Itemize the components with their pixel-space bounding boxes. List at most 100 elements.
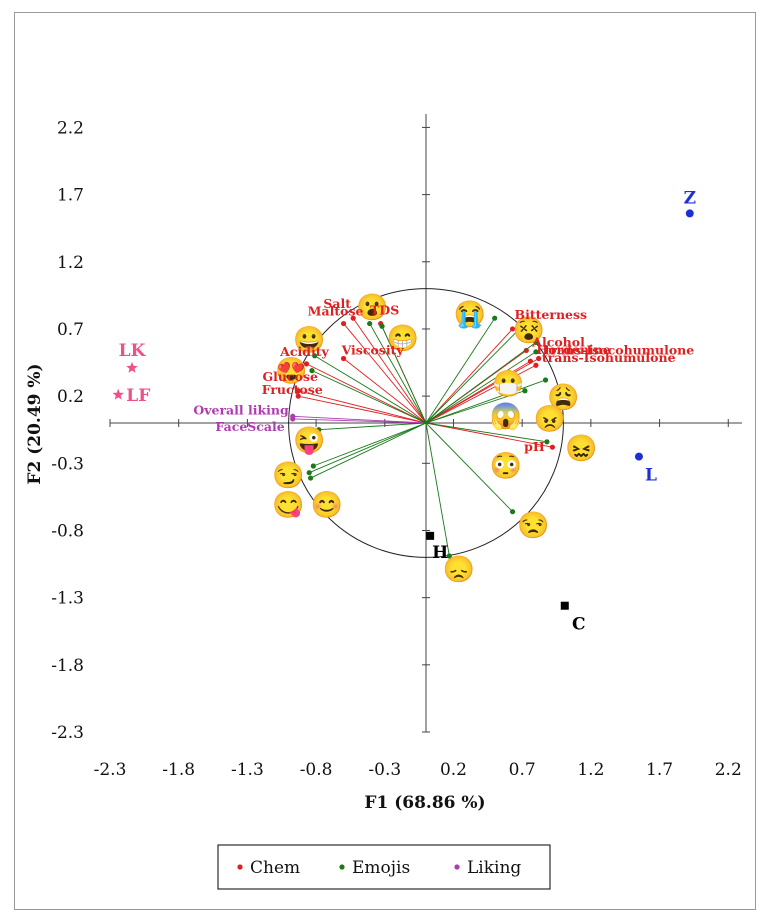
vector-point-chem-10 xyxy=(536,355,542,362)
variable-label-trans-isohumulone: trans-Isohumulone xyxy=(542,350,676,365)
x-tick-label-4: -0.3 xyxy=(368,760,401,780)
vector-chem-1 xyxy=(343,323,427,424)
observation-lk-marker xyxy=(126,361,138,373)
vector-emojis-29 xyxy=(425,422,547,443)
legend-marker-liking xyxy=(454,864,460,870)
vector-point-chem-6 xyxy=(295,393,301,399)
x-axis-title: F1 (68.86 %) xyxy=(364,793,485,813)
vector-point-emojis-21 xyxy=(306,470,312,476)
legend: Chem Emojis Liking xyxy=(217,844,551,890)
vector-emojis-19 xyxy=(318,422,427,431)
vector-point-chem-3 xyxy=(340,355,347,362)
vector-point-chem-11 xyxy=(533,362,539,368)
y-tick-label-0: 2.2 xyxy=(57,118,84,138)
y-tick-label-7: -1.3 xyxy=(51,589,84,609)
variable-label-maltose: Maltose xyxy=(308,304,364,319)
variable-label-hordenine: Hordenine xyxy=(536,342,610,357)
vector-emojis-15 xyxy=(369,323,427,424)
winking-tongue-icon: 😜 xyxy=(293,426,325,456)
yum-face-icon: 😋 xyxy=(272,491,304,521)
variable-vectors-layer xyxy=(290,315,556,559)
ticks-layer: -2.3 -1.8 -1.3 -0.8 -0.3 0.2 0.7 1.2 1.7 2.2 2.2 1.… xyxy=(51,118,742,780)
beaming-face-icon: 😁 xyxy=(386,324,418,354)
vector-point-emojis-22 xyxy=(307,475,314,481)
vector-point-emojis-15 xyxy=(367,320,373,327)
variable-label-glucose: Glucose xyxy=(262,369,317,384)
variable-label-trans-isocohumulone: trans-Isocohumulone xyxy=(545,343,695,358)
smirking-face-icon: 😏 xyxy=(272,461,304,491)
observation-z-label: Z xyxy=(684,188,696,208)
vector-point-emojis-28 xyxy=(542,377,549,383)
legend-label-emojis: Emojis xyxy=(352,858,410,878)
vector-point-emojis-31 xyxy=(446,553,452,559)
vector-point-emojis-23 xyxy=(492,315,498,321)
emoji-layer: 😮 😀 😁 😍 😜 😏😋 😊 😭 😵 😷 😩 😱 😠😖 😳 😒 😞 xyxy=(272,293,597,585)
observation-lf-marker xyxy=(112,388,124,400)
y-tick-label-2: 1.2 xyxy=(57,253,84,273)
y-tick-label-6: -0.8 xyxy=(51,521,84,541)
vector-emojis-28 xyxy=(425,379,546,424)
legend-items: Chem Emojis Liking xyxy=(237,858,521,878)
vector-chem-11 xyxy=(425,364,537,424)
vector-liking-14 xyxy=(292,418,427,424)
smiling-face-icon: 😊 xyxy=(311,491,343,521)
vector-point-emojis-19 xyxy=(316,427,322,433)
variable-label-tds: TDS xyxy=(370,303,399,318)
vector-point-liking-14 xyxy=(290,416,296,422)
legend-label-liking: Liking xyxy=(467,858,521,878)
y-tick-label-4: 0.2 xyxy=(57,387,84,407)
y-tick-label-1: 1.7 xyxy=(57,186,84,206)
vector-point-chem-5 xyxy=(295,388,301,394)
dizzy-face-icon: 😵 xyxy=(513,316,545,346)
observation-h-marker xyxy=(426,531,435,540)
vector-chem-0 xyxy=(352,317,427,424)
variable-label-fructose: Fructose xyxy=(262,382,323,397)
x-tick-label-1: -1.8 xyxy=(162,760,195,780)
vector-chem-5 xyxy=(298,390,427,424)
vector-point-chem-8 xyxy=(523,347,529,354)
vector-point-emojis-16 xyxy=(379,323,385,329)
vector-chem-4 xyxy=(306,363,427,424)
correlation-circle xyxy=(288,288,564,558)
x-tick-label-7: 1.2 xyxy=(577,760,604,780)
vector-emojis-27 xyxy=(425,390,526,424)
vector-point-emojis-25 xyxy=(533,339,539,345)
vector-emojis-20 xyxy=(313,422,427,467)
observation-l-label: L xyxy=(645,466,657,486)
hushed-face-icon: 😮 xyxy=(356,293,388,323)
vector-chem-10 xyxy=(425,358,539,424)
variable-label-ph: pH xyxy=(524,439,545,454)
variable-label-viscosity: Viscosity xyxy=(341,343,405,358)
observation-lk-label: LK xyxy=(119,341,147,361)
vector-point-chem-7 xyxy=(509,326,516,332)
variable-label-overall-liking: Overall liking xyxy=(193,402,289,417)
vector-point-emojis-18 xyxy=(309,368,315,374)
observations-layer: Z L LK LF H C xyxy=(112,188,696,635)
vector-point-emojis-20 xyxy=(310,463,316,469)
confounded-face-icon: 😖 xyxy=(565,434,597,464)
x-tick-label-5: 0.2 xyxy=(440,760,467,780)
vector-emojis-25 xyxy=(425,342,537,424)
angry-face-icon: 😠 xyxy=(533,405,565,435)
vector-point-emojis-17 xyxy=(312,353,318,359)
vector-chem-6 xyxy=(298,395,427,424)
vector-emojis-17 xyxy=(314,355,427,424)
vector-point-chem-1 xyxy=(340,320,347,327)
x-tick-label-9: 2.2 xyxy=(715,760,742,780)
observation-c-marker xyxy=(560,601,569,610)
disappointed-face-icon: 😞 xyxy=(443,555,475,585)
vector-chem-3 xyxy=(343,358,427,424)
variable-label-alcohol: Alcohol xyxy=(531,334,585,349)
observation-h-label: H xyxy=(432,543,448,563)
vector-emojis-30 xyxy=(425,422,513,512)
y-tick-label-8: -1.8 xyxy=(51,656,84,676)
grinning-face-icon: 😀 xyxy=(293,325,325,355)
scream-face-icon: 😱 xyxy=(489,402,521,432)
vector-point-emojis-24 xyxy=(516,326,523,332)
legend-box xyxy=(217,844,551,890)
x-tick-label-3: -0.8 xyxy=(300,760,333,780)
vector-emojis-21 xyxy=(309,422,427,474)
chart-frame xyxy=(14,12,756,910)
variable-label-facescale: FaceScale xyxy=(215,419,284,434)
